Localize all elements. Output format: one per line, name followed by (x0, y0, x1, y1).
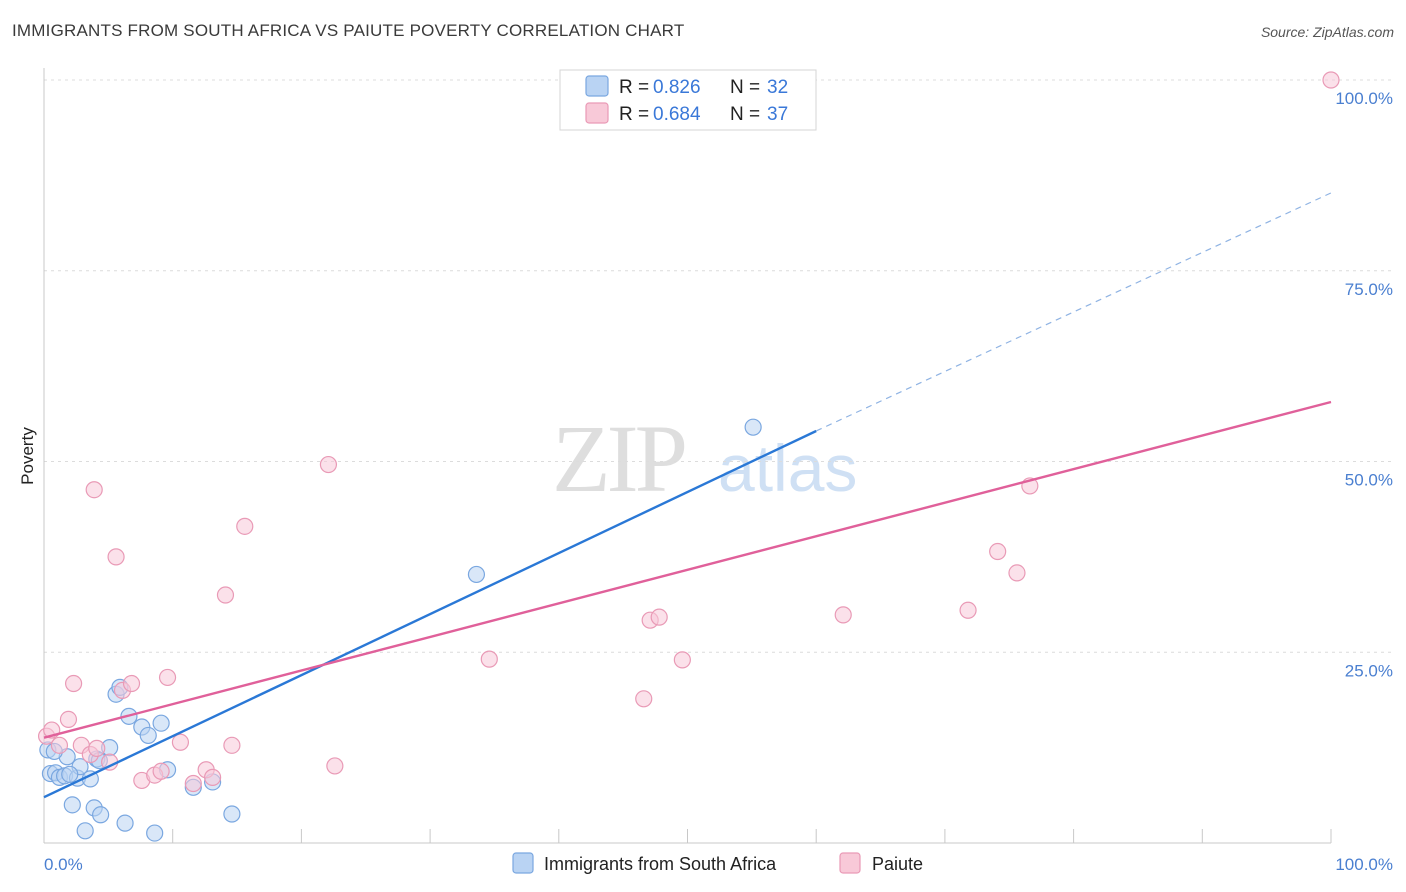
data-point-immigrants (63, 796, 81, 814)
x-tick-label-min: 0.0% (44, 855, 83, 874)
legend-swatch-pink (585, 102, 609, 124)
bottom-legend-swatch-blue (512, 852, 534, 874)
data-point-paiute (107, 548, 125, 566)
data-point-paiute (673, 651, 691, 669)
data-point-paiute (88, 739, 106, 757)
data-point-paiute (223, 736, 241, 754)
data-point-immigrants (146, 824, 164, 842)
y-axis-label: Poverty (18, 427, 37, 485)
trend-line-paiute (43, 400, 1332, 739)
data-point-paiute (326, 757, 344, 775)
data-point-paiute (122, 674, 141, 693)
y-tick-label: 100.0% (1335, 89, 1393, 108)
legend-pink-n-value: 37 (767, 104, 788, 125)
legend-blue-n-value: 32 (767, 77, 788, 98)
data-point-paiute (171, 733, 190, 751)
bottom-legend-label-paiute: Paiute (872, 854, 923, 874)
data-point-paiute (158, 668, 177, 687)
bottom-legend-swatch-pink (839, 852, 861, 874)
data-point-paiute (989, 542, 1007, 561)
x-axis-ticks (172, 829, 1332, 843)
source-label: Source: ZipAtlas.com (1260, 24, 1394, 40)
legend-pink-r-label: R = (619, 104, 649, 125)
data-point-paiute (1322, 71, 1340, 89)
data-point-paiute (959, 601, 977, 619)
legend-blue-r-value: 0.826 (653, 77, 701, 98)
data-point-paiute (480, 650, 498, 668)
data-point-paiute (216, 586, 235, 604)
data-point-immigrants (61, 765, 79, 783)
data-point-paiute (834, 606, 852, 624)
series-legend: Immigrants from South Africa Paiute (512, 852, 923, 874)
data-point-paiute (184, 774, 202, 793)
data-point-paiute (650, 608, 668, 626)
data-point-paiute (65, 674, 83, 693)
chart-title: IMMIGRANTS FROM SOUTH AFRICA VS PAIUTE P… (12, 21, 685, 40)
trend-line-immigrants (43, 429, 817, 799)
trend-extension-immigrants (815, 192, 1332, 432)
data-point-paiute (50, 736, 69, 754)
legend-pink-n-label: N = (730, 104, 760, 125)
data-point-paiute (59, 710, 78, 728)
data-point-paiute (85, 481, 103, 499)
data-point-paiute (319, 455, 338, 474)
data-point-immigrants (116, 814, 134, 832)
y-tick-label: 75.0% (1345, 280, 1393, 299)
y-tick-label: 25.0% (1345, 661, 1393, 680)
y-tick-label: 50.0% (1345, 471, 1393, 490)
data-point-paiute (236, 517, 254, 535)
data-point-immigrants (223, 805, 241, 823)
data-point-paiute (152, 762, 170, 780)
data-point-paiute (635, 690, 653, 708)
legend-swatch-blue (585, 75, 609, 97)
y-tick-labels: 25.0% 50.0% 75.0% 100.0% (1335, 89, 1393, 680)
gridlines (44, 79, 1391, 653)
data-point-paiute (203, 768, 222, 786)
legend-pink-r-value: 0.684 (653, 104, 701, 125)
data-point-immigrants (744, 418, 762, 436)
watermark: ZIP atlas (552, 405, 857, 512)
data-point-immigrants (467, 565, 486, 584)
x-tick-label-max: 100.0% (1335, 855, 1393, 874)
legend-blue-n-label: N = (730, 77, 760, 98)
correlation-legend: R = 0.826 N = 32 R = 0.684 N = 37 (559, 69, 817, 131)
bottom-legend-label-immigrants: Immigrants from South Africa (544, 854, 777, 874)
data-point-immigrants (152, 714, 170, 732)
legend-blue-r-label: R = (619, 77, 649, 98)
data-point-immigrants (92, 806, 110, 824)
trend-lines (43, 192, 1332, 799)
series-paiute-points (37, 71, 1340, 793)
data-point-paiute (1008, 564, 1026, 582)
data-point-immigrants (76, 822, 94, 840)
data-point-immigrants (139, 726, 157, 745)
watermark-zip: ZIP (552, 405, 685, 512)
